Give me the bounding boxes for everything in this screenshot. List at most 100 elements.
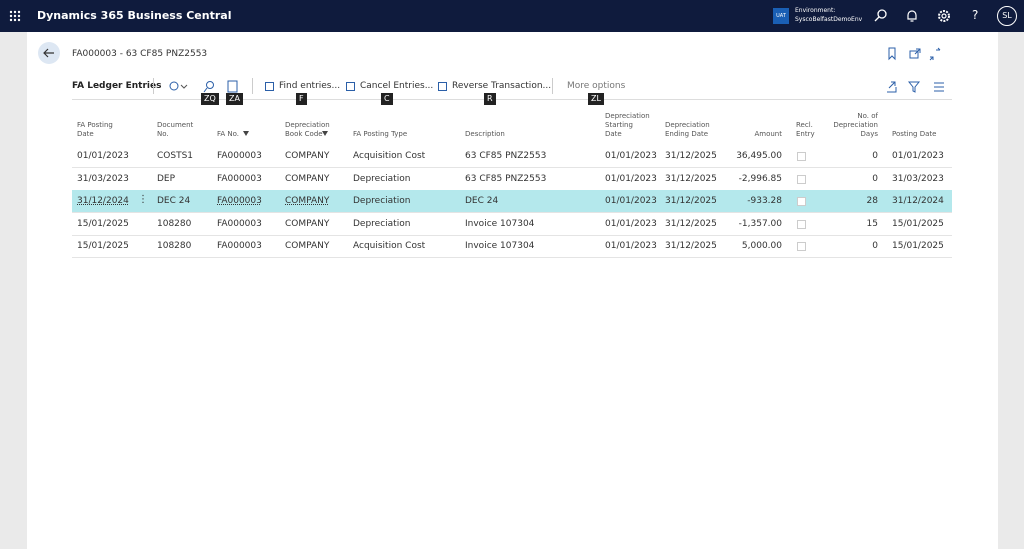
column-header[interactable]: No. of — [857, 112, 878, 120]
app-launcher[interactable] — [9, 10, 21, 22]
table-cell: FA000003 — [217, 151, 262, 161]
column-header[interactable]: Document — [157, 121, 194, 129]
filter-icon — [243, 131, 249, 136]
column-header[interactable]: Date — [605, 130, 622, 138]
column-header[interactable]: FA Posting — [77, 121, 113, 129]
table-cell: 31/03/2023 — [77, 173, 129, 184]
table-cell: 31/03/2023 — [892, 173, 944, 184]
table-cell: COSTS1 — [157, 151, 194, 161]
column-header[interactable]: Depreciation — [285, 121, 330, 129]
table-cell: 36,495.00 — [736, 151, 782, 161]
table-cell: 28 — [866, 196, 878, 206]
action-button[interactable]: Reverse Transaction... — [452, 81, 552, 91]
table-cell: 15/01/2025 — [77, 241, 129, 251]
table-row[interactable] — [72, 213, 952, 236]
column-header[interactable]: Depreciation — [605, 112, 650, 120]
table-cell: 63 CF85 PNZ2553 — [465, 151, 547, 161]
env-badge: UAT — [773, 8, 789, 24]
table-cell: FA000003 — [217, 241, 262, 251]
table-cell: 01/01/2023 — [605, 173, 657, 184]
top-bar: Dynamics 365 Business Central UAT Enviro… — [0, 0, 1024, 32]
checkbox[interactable] — [797, 152, 806, 161]
column-header[interactable]: Book Code — [285, 130, 323, 138]
list-icons[interactable] — [885, 80, 947, 94]
column-header[interactable]: Posting Date — [892, 130, 937, 138]
back-button[interactable] — [38, 42, 60, 64]
table-cell: 31/12/2025 — [665, 196, 717, 206]
column-header[interactable]: Depreciation — [833, 121, 878, 129]
settings-icon[interactable] — [937, 9, 951, 23]
column-header[interactable]: Description — [465, 130, 505, 138]
checkbox[interactable] — [797, 197, 806, 206]
column-header[interactable]: Date — [77, 130, 94, 138]
table-cell: 01/01/2023 — [605, 151, 657, 161]
table-cell: 5,000.00 — [741, 241, 782, 251]
column-header[interactable]: Days — [860, 130, 878, 138]
table-cell: -1,357.00 — [738, 218, 782, 229]
column-header[interactable]: Recl. — [796, 121, 813, 129]
column-header[interactable]: Starting — [605, 121, 633, 129]
help-button[interactable]: ? — [972, 8, 979, 22]
table-cell: Acquisition Cost — [353, 241, 426, 251]
action-button[interactable]: More options — [567, 81, 626, 91]
page-name[interactable]: FA Ledger Entries — [72, 81, 162, 91]
row-menu[interactable]: ⋮ — [138, 194, 148, 205]
table-cell: Depreciation — [353, 218, 411, 229]
table-cell: 63 CF85 PNZ2553 — [465, 173, 547, 184]
app-title: Dynamics 365 Business Central — [37, 9, 232, 22]
table-cell: Depreciation — [353, 173, 411, 184]
search-icon[interactable] — [874, 9, 888, 23]
action-icon[interactable] — [438, 82, 447, 91]
table-cell: 15/01/2025 — [892, 218, 944, 229]
table-cell: 31/12/2025 — [665, 218, 717, 229]
table-cell: Invoice 107304 — [465, 241, 535, 251]
table-cell: 108280 — [157, 241, 192, 251]
key-tip: R — [484, 93, 496, 105]
selected-row[interactable] — [72, 190, 952, 213]
table-cell[interactable]: 31/12/2024 — [77, 196, 129, 206]
action-button[interactable]: Find entries... — [279, 81, 341, 91]
filter-icon — [322, 131, 328, 136]
table-cell: FA000003 — [217, 173, 262, 184]
action-icon[interactable] — [346, 82, 355, 91]
column-header[interactable]: FA Posting Type — [353, 130, 408, 138]
key-tip: F — [296, 93, 307, 105]
table-cell: COMPANY — [285, 151, 330, 161]
separator — [252, 78, 253, 94]
table-cell[interactable]: COMPANY — [285, 196, 330, 206]
column-header[interactable]: Ending Date — [665, 130, 709, 138]
bell-icon[interactable] — [906, 9, 918, 23]
separator — [552, 78, 553, 94]
table-cell: 31/12/2025 — [665, 151, 717, 161]
action-icon[interactable] — [265, 82, 274, 91]
table-cell: COMPANY — [285, 241, 330, 251]
column-header[interactable]: Entry — [796, 130, 815, 138]
table-cell: Invoice 107304 — [465, 218, 535, 229]
table-cell[interactable]: FA000003 — [217, 196, 262, 206]
column-header[interactable]: Amount — [754, 130, 782, 138]
key-tip: ZL — [588, 93, 604, 105]
page-title: FA000003 - 63 CF85 PNZ2553 — [72, 49, 208, 59]
toolbar-icons[interactable] — [168, 80, 248, 94]
column-header[interactable]: No. — [157, 130, 169, 138]
table-row[interactable] — [72, 145, 952, 168]
key-tip: ZA — [226, 93, 243, 105]
column-header[interactable]: FA No. — [217, 130, 240, 138]
table-row[interactable] — [72, 235, 952, 258]
checkbox[interactable] — [797, 219, 806, 229]
avatar[interactable]: SL — [997, 6, 1017, 26]
table-cell: Acquisition Cost — [353, 151, 426, 161]
column-header[interactable]: Depreciation — [665, 121, 710, 129]
checkbox[interactable] — [797, 174, 806, 184]
checkbox[interactable] — [797, 242, 806, 251]
table-cell: 15/01/2025 — [892, 241, 944, 251]
key-tip: C — [381, 93, 393, 105]
table-cell: 0 — [872, 151, 878, 161]
table-cell: COMPANY — [285, 173, 330, 184]
table-cell: 31/12/2024 — [892, 196, 944, 206]
page-card — [27, 32, 998, 549]
page-header-icons[interactable] — [886, 47, 946, 61]
action-button[interactable]: Cancel Entries... — [360, 81, 434, 91]
table-cell: 31/12/2025 — [665, 241, 717, 251]
